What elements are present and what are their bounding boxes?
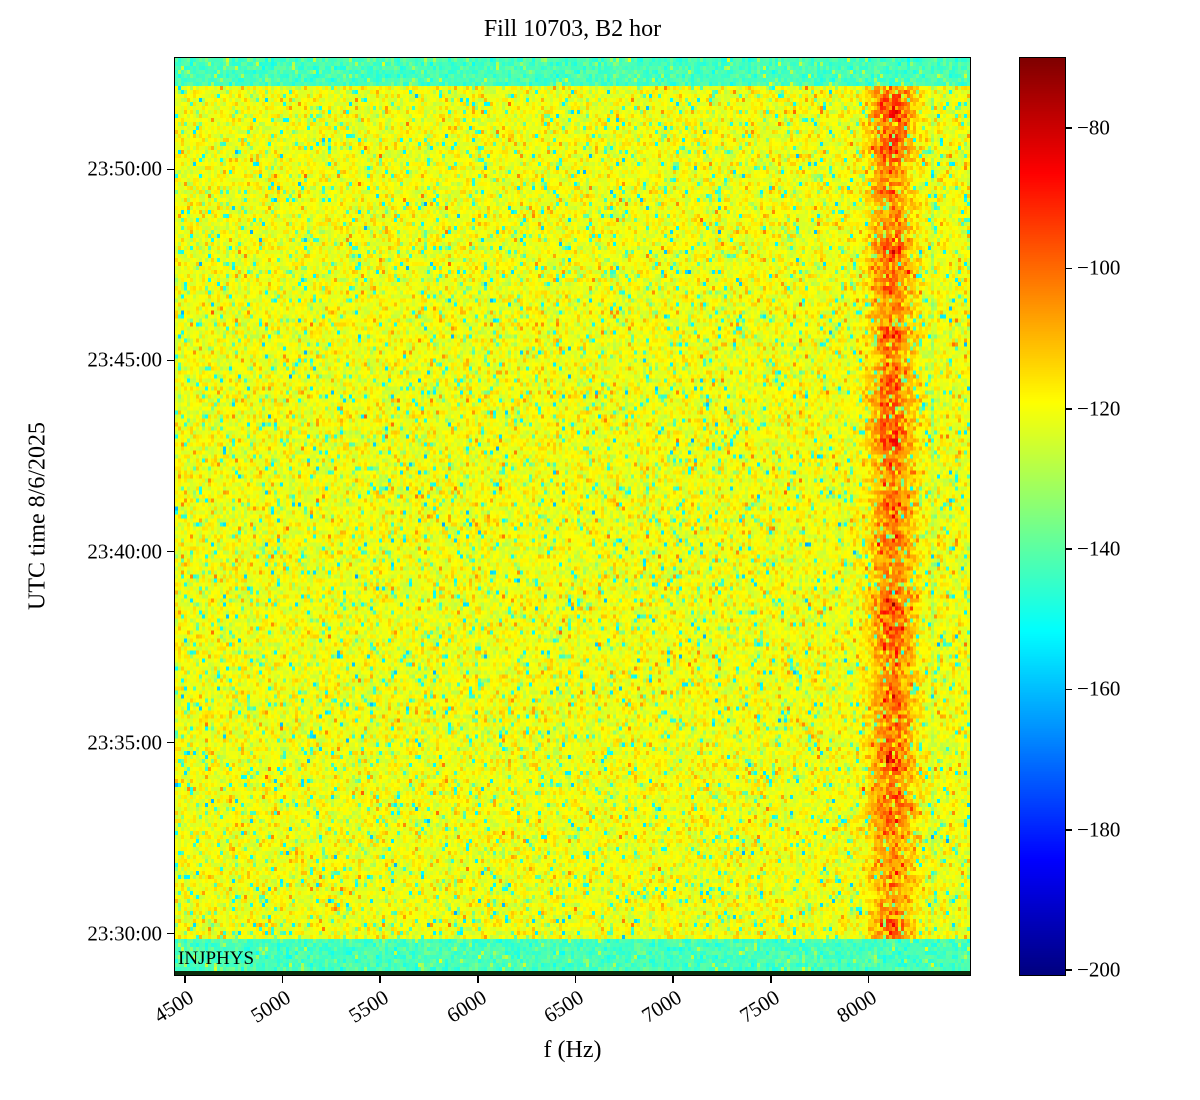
y-axis-label: UTC time 8/6/2025 <box>24 422 51 610</box>
colorbar-tick-mark <box>1065 969 1072 971</box>
colorbar-tick-mark <box>1065 548 1072 550</box>
y-tick-label: 23:45:00 <box>87 347 162 372</box>
colorbar-tick-mark <box>1065 267 1072 270</box>
y-tick-mark <box>167 550 175 553</box>
x-tick-mark <box>867 975 870 983</box>
x-tick-mark <box>184 975 186 983</box>
x-tick-mark <box>281 975 284 983</box>
colorbar-tick-mark <box>1065 688 1072 691</box>
x-tick-mark <box>770 975 772 983</box>
x-tick-label: 6000 <box>442 985 491 1028</box>
colorbar-tick-label: −140 <box>1077 536 1121 561</box>
spectrogram-heatmap <box>175 58 970 975</box>
x-tick-mark <box>672 975 674 983</box>
colorbar-tick-mark <box>1065 408 1072 410</box>
colorbar-tick-label: −120 <box>1077 396 1121 421</box>
x-tick-label: 7500 <box>735 985 784 1028</box>
colorbar-tick-label: −80 <box>1077 115 1110 140</box>
beam-mode-annotation: INJPHYS <box>178 948 255 969</box>
x-tick-mark <box>477 975 479 983</box>
x-tick-label: 6500 <box>539 985 589 1028</box>
y-tick-mark <box>167 932 175 935</box>
colorbar-tick-label: −200 <box>1077 957 1121 982</box>
colorbar-tick-label: −180 <box>1077 817 1121 842</box>
x-tick-label: 5000 <box>246 985 296 1028</box>
chart-title: Fill 10703, B2 hor <box>483 16 662 42</box>
x-tick-label: 8000 <box>832 985 882 1028</box>
colorbar-tick-label: −160 <box>1077 676 1121 701</box>
y-tick-label: 23:35:00 <box>87 730 162 755</box>
y-tick-label: 23:30:00 <box>87 921 162 946</box>
x-axis-label: f (Hz) <box>543 1037 602 1063</box>
y-tick-label: 23:40:00 <box>87 539 162 564</box>
x-tick-label: 5500 <box>344 985 393 1028</box>
x-tick-mark <box>379 975 381 983</box>
colorbar-tick-label: −100 <box>1077 255 1121 280</box>
x-tick-label: 4500 <box>149 985 198 1028</box>
x-tick-mark <box>574 975 577 983</box>
colorbar-tick-mark <box>1065 829 1072 831</box>
y-tick-mark <box>167 741 175 744</box>
colorbar-tick-mark <box>1065 127 1072 129</box>
y-tick-label: 23:50:00 <box>87 156 162 181</box>
x-tick-label: 7000 <box>637 985 686 1028</box>
y-tick-mark <box>167 359 175 362</box>
colorbar <box>1020 58 1065 975</box>
y-tick-mark <box>167 168 175 171</box>
